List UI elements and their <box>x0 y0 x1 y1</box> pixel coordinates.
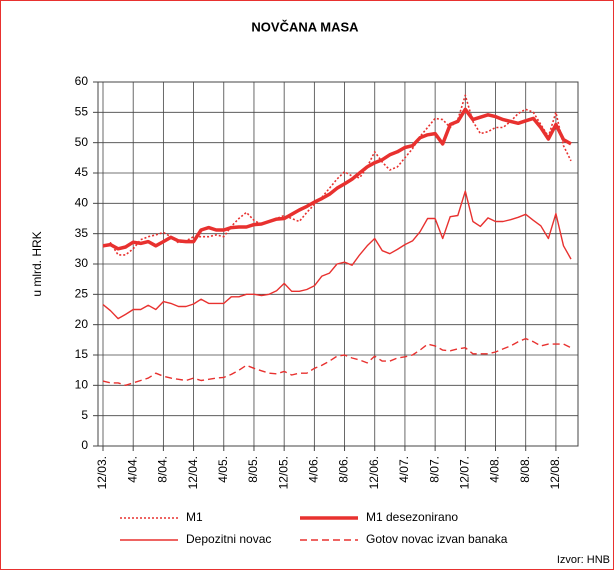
x-tick-label: 8/08. <box>518 456 532 483</box>
x-tick-label: 8/04. <box>156 456 170 483</box>
y-tick-label: 10 <box>75 378 89 392</box>
x-tick-label: 4/08. <box>488 456 502 483</box>
series-line <box>102 337 572 386</box>
y-tick-label: 0 <box>81 438 88 452</box>
y-tick-label: 60 <box>75 74 89 88</box>
y-tick-label: 55 <box>75 105 89 119</box>
y-tick-label: 35 <box>75 226 89 240</box>
x-tick-label: 12/06. <box>367 456 381 489</box>
y-tick-label: 20 <box>75 317 89 331</box>
legend-label: Gotov novac izvan banaka <box>366 532 508 546</box>
x-tick-label: 4/04. <box>125 456 139 483</box>
x-tick-label: 8/06. <box>337 456 351 483</box>
y-tick-label: 45 <box>75 165 89 179</box>
x-tick-label: 4/07. <box>397 456 411 483</box>
x-tick-label: 4/05. <box>216 456 230 483</box>
x-tick-label: 12/05. <box>276 456 290 489</box>
plot-frame <box>97 81 579 447</box>
chart-title: NOVČANA MASA <box>251 19 359 34</box>
y-axis-label: u mlrd. HRK <box>30 231 44 296</box>
source: Izvor: HNB <box>557 554 610 566</box>
series-line <box>102 190 572 320</box>
x-tick-label: 8/05. <box>246 456 260 483</box>
y-tick-label: 50 <box>75 135 89 149</box>
legend-label: M1 desezonirano <box>366 510 458 524</box>
legend-label: M1 <box>186 510 203 524</box>
x-tick-label: 12/08. <box>548 456 562 489</box>
y-tick-label: 30 <box>75 256 89 270</box>
series-line <box>102 107 572 251</box>
y-tick-label: 5 <box>81 408 88 422</box>
y-tick-label: 15 <box>75 347 89 361</box>
x-tick-label: 12/07. <box>457 456 471 489</box>
x-tick-label: 8/07. <box>427 456 441 483</box>
legend-label: Depozitni novac <box>186 532 271 546</box>
x-tick-label: 12/03. <box>95 456 109 489</box>
y-tick-label: 25 <box>75 287 89 301</box>
x-tick-label: 12/04. <box>186 456 200 489</box>
y-tick-label: 40 <box>75 196 89 210</box>
x-tick-label: 4/06. <box>307 456 321 483</box>
